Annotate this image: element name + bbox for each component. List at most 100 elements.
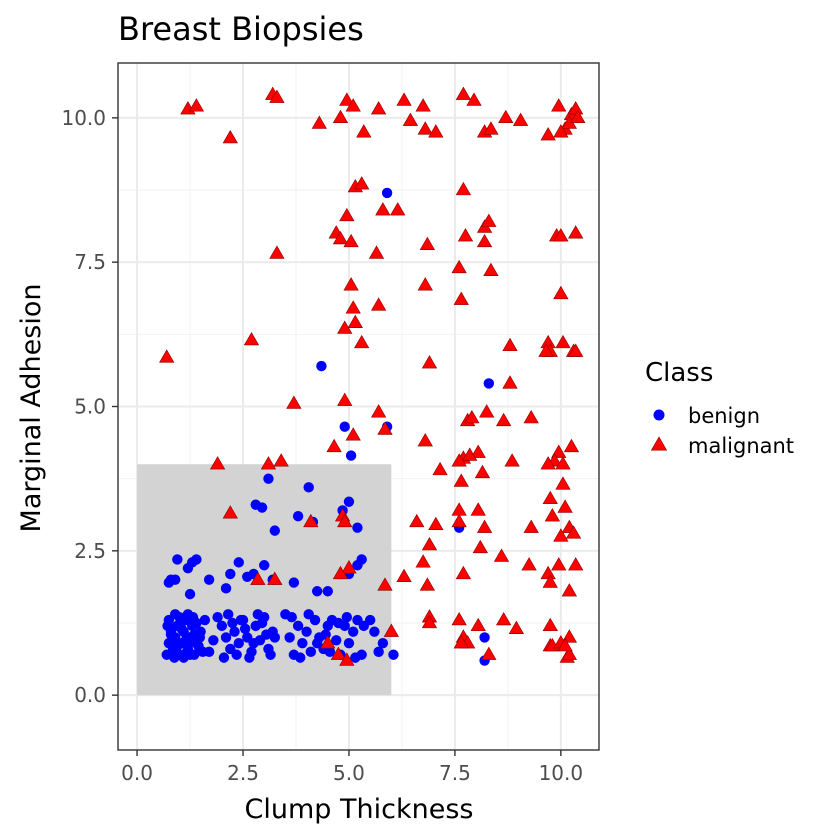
point-malignant xyxy=(343,277,359,291)
legend-entry-malignant: malignant xyxy=(650,434,794,458)
legend-key-benign xyxy=(653,409,665,421)
point-malignant xyxy=(368,245,385,259)
point-malignant xyxy=(502,337,518,352)
y-axis: 0.0 2.5 5.0 7.5 10.0 xyxy=(61,106,118,707)
point-malignant xyxy=(330,646,347,660)
point-malignant xyxy=(457,228,474,242)
point-malignant xyxy=(339,652,355,666)
point-malignant xyxy=(332,230,349,245)
point-malignant xyxy=(551,557,567,571)
point-malignant xyxy=(159,349,175,363)
point-benign xyxy=(369,626,380,637)
y-tick-label: 7.5 xyxy=(74,250,106,274)
x-tick-label: 2.5 xyxy=(227,761,259,785)
point-malignant xyxy=(464,409,480,424)
legend-entry-benign: benign xyxy=(653,404,760,428)
point-benign xyxy=(184,588,196,600)
point-malignant xyxy=(493,548,510,562)
point-malignant xyxy=(417,121,433,135)
point-benign xyxy=(373,646,384,658)
point-malignant xyxy=(345,427,361,441)
legend-label-malignant: malignant xyxy=(688,434,794,458)
x-axis-label: Clump Thickness xyxy=(245,794,474,825)
point-benign xyxy=(193,640,204,652)
point-malignant xyxy=(269,89,285,103)
point-benign xyxy=(163,577,175,588)
point-benign xyxy=(331,635,342,646)
point-benign xyxy=(343,637,355,649)
point-malignant xyxy=(417,277,433,291)
point-malignant xyxy=(370,101,387,115)
point-benign xyxy=(229,626,240,637)
point-benign xyxy=(339,421,350,432)
point-benign xyxy=(231,649,242,660)
point-malignant xyxy=(354,176,370,190)
point-malignant xyxy=(345,300,361,314)
point-malignant xyxy=(483,121,499,135)
point-benign xyxy=(348,626,359,637)
point-benign xyxy=(244,652,255,663)
point-benign xyxy=(162,620,173,632)
y-tick-label: 10.0 xyxy=(61,106,106,130)
point-benign xyxy=(235,614,247,626)
point-malignant xyxy=(402,112,419,126)
point-benign xyxy=(388,649,399,660)
point-benign xyxy=(343,496,355,507)
point-malignant xyxy=(561,646,577,660)
point-benign xyxy=(341,612,353,623)
point-malignant xyxy=(553,528,569,542)
point-benign xyxy=(233,637,244,649)
point-malignant xyxy=(222,505,238,519)
point-malignant xyxy=(521,557,537,571)
point-benign xyxy=(297,637,308,649)
point-malignant xyxy=(339,207,355,222)
point-malignant xyxy=(377,577,393,591)
legend: Class benign malignant xyxy=(645,358,794,458)
series-benign xyxy=(161,187,495,666)
point-malignant xyxy=(269,245,285,259)
point-malignant xyxy=(343,233,359,248)
point-benign xyxy=(191,554,202,565)
point-benign xyxy=(301,626,312,637)
point-malignant xyxy=(421,536,438,551)
point-malignant xyxy=(260,456,277,470)
point-malignant xyxy=(557,499,573,513)
point-malignant xyxy=(553,124,569,138)
point-benign xyxy=(352,522,363,533)
point-malignant xyxy=(551,98,567,112)
point-malignant xyxy=(337,392,353,406)
point-benign xyxy=(303,482,314,493)
point-benign xyxy=(203,646,215,658)
point-benign xyxy=(259,560,270,571)
point-benign xyxy=(172,554,183,565)
chart-title: Breast Biopsies xyxy=(118,10,364,48)
point-malignant xyxy=(337,513,353,528)
point-malignant xyxy=(188,98,205,112)
point-malignant xyxy=(451,259,467,274)
y-axis-label: Marginal Adhesion xyxy=(16,284,47,533)
point-benign xyxy=(216,620,228,632)
point-malignant xyxy=(561,583,577,597)
point-malignant xyxy=(455,86,472,100)
point-benign xyxy=(227,617,238,629)
point-malignant xyxy=(542,490,558,505)
point-benign xyxy=(311,637,323,649)
point-malignant xyxy=(496,412,512,427)
point-benign xyxy=(256,617,268,629)
point-malignant xyxy=(383,623,399,637)
y-tick-label: 0.0 xyxy=(74,683,106,707)
point-malignant xyxy=(303,513,319,528)
point-benign xyxy=(377,637,389,649)
point-malignant xyxy=(339,92,355,106)
point-benign xyxy=(208,635,219,646)
point-malignant xyxy=(540,456,556,470)
point-benign xyxy=(292,510,304,522)
point-benign xyxy=(311,586,323,597)
point-benign xyxy=(165,629,177,640)
point-benign xyxy=(269,632,281,643)
legend-key-malignant xyxy=(650,436,668,451)
point-benign xyxy=(303,609,314,620)
point-benign xyxy=(305,646,317,658)
point-malignant xyxy=(347,314,363,328)
